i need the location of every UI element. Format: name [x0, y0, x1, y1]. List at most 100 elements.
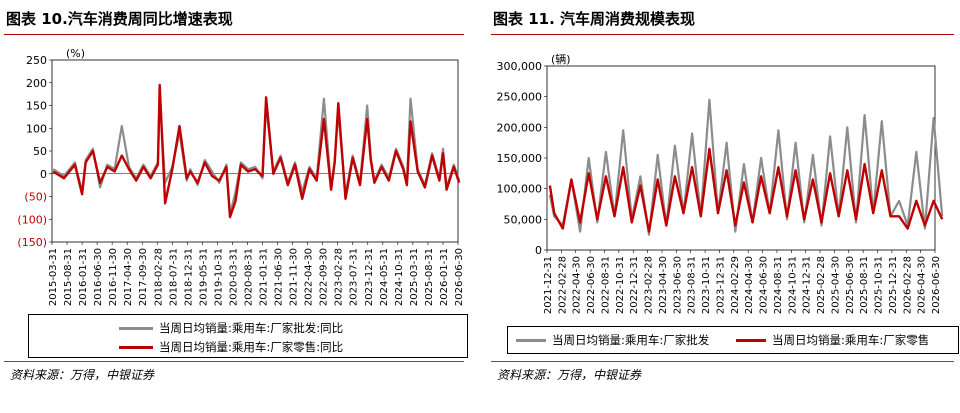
x-tick-label: 2023-12-31 — [715, 256, 726, 314]
x-tick-label: 2022-08-31 — [600, 256, 611, 314]
y-tick-label: 150,000 — [497, 152, 543, 165]
y-tick-label: (50) — [24, 191, 47, 204]
x-tick-label: 2023-12-31 — [364, 248, 375, 306]
series-line-retail — [548, 147, 944, 233]
x-tick-label: 2025-04-30 — [830, 256, 841, 314]
legend-swatch-gray — [119, 326, 153, 330]
y-tick-label: 50 — [33, 145, 47, 158]
x-tick-label: 2024-04-30 — [744, 256, 755, 314]
y-tick-label: 200 — [26, 77, 47, 90]
series-line-wholesale — [548, 98, 944, 236]
x-tick-label: 2024-02-29 — [730, 256, 741, 314]
y-unit-label: (辆) — [551, 52, 571, 66]
left-chart-panel: 图表 10.汽车消费周同比增速表现 250 200 150 100 50 0 (50) (10… — [0, 0, 470, 413]
x-tick-label: 2017-09-30 — [138, 248, 149, 306]
x-tick-label: 2021-01-31 — [259, 248, 270, 306]
x-tick-label: 2025-03-31 — [409, 248, 420, 306]
chart-title: 图表 11. 汽车周消费规模表现 — [493, 10, 696, 28]
x-tick-label: 2021-11-30 — [289, 248, 300, 306]
x-tick-label: 2023-02-28 — [644, 256, 655, 314]
x-tick-label: 2022-10-31 — [615, 256, 626, 314]
x-tick-label: 2021-06-30 — [274, 248, 285, 306]
y-tick-label: 250 — [26, 54, 47, 67]
series-line-retail — [52, 83, 461, 219]
x-tick-label: 2022-06-30 — [586, 256, 597, 314]
x-tick-label: 2024-05-31 — [379, 248, 390, 306]
x-tick-label: 2026-06-30 — [454, 248, 465, 306]
legend-item-wholesale: 当周日均销量:乘用车:厂家批发:同比 — [119, 320, 343, 336]
x-tick-label: 2016-11-30 — [108, 248, 119, 306]
x-tick-label: 2021-12-31 — [543, 256, 554, 314]
x-tick-label: 2020-08-31 — [243, 248, 254, 306]
x-tick-label: 2026-01-31 — [439, 248, 450, 306]
chart-legend: 当周日均销量:乘用车:厂家批发 当周日均销量:乘用车:厂家零售 — [507, 326, 959, 354]
x-tick-label: 2015-08-31 — [63, 248, 74, 306]
x-tick-label: 2015-03-31 — [48, 248, 59, 306]
x-tick-label: 2022-02-28 — [557, 256, 568, 314]
y-tick-label: (150) — [17, 236, 47, 249]
y-tick-label: 250,000 — [497, 91, 543, 104]
legend-label: 当周日均销量:乘用车:厂家零售 — [772, 333, 930, 347]
x-tick-label: 2025-08-31 — [424, 248, 435, 306]
yoy-growth-chart: 250 200 150 100 50 0 (50) (100) (150)2015-03-31 2… — [17, 47, 465, 306]
x-tick-label: 2019-10-31 — [213, 248, 224, 306]
chart-legend: 当周日均销量:乘用车:厂家批发:同比 当周日均销量:乘用车:厂家零售:同比 — [28, 314, 468, 358]
x-tick-label: 2020-03-31 — [228, 248, 239, 306]
chart-title: 图表 10.汽车消费周同比增速表现 — [6, 10, 233, 28]
weekly-volume-chart: 300,000 250,000 200,000 150,000 100,000 50,00… — [497, 52, 944, 314]
y-tick-label: 150 — [26, 100, 47, 113]
x-tick-label: 2025-12-31 — [888, 256, 899, 314]
y-unit-label: (%) — [66, 47, 85, 60]
x-tick-label: 2023-07-31 — [349, 248, 360, 306]
x-tick-label: 2023-10-31 — [701, 256, 712, 314]
x-tick-label: 2022-12-31 — [629, 256, 640, 314]
x-tick-label: 2023-02-28 — [334, 248, 345, 306]
x-tick-label: 2026-04-30 — [917, 256, 928, 314]
y-tick-label: 0 — [40, 168, 47, 181]
title-divider — [4, 34, 464, 35]
x-tick-label: 2023-08-31 — [687, 256, 698, 314]
x-tick-label: 2022-04-30 — [572, 256, 583, 314]
y-tick-label: 200,000 — [497, 121, 543, 134]
title-divider — [491, 34, 954, 35]
legend-label: 当周日均销量:乘用车:厂家零售:同比 — [159, 340, 344, 354]
x-tick-label: 2023-06-30 — [672, 256, 683, 314]
legend-item-retail: 当周日均销量:乘用车:厂家零售:同比 — [119, 339, 343, 355]
right-chart-panel: 图表 11. 汽车周消费规模表现 300,000 250,000 200,000 15… — [487, 0, 960, 413]
x-tick-label: 2025-06-30 — [845, 256, 856, 314]
x-tick-label: 2024-06-30 — [759, 256, 770, 314]
x-tick-label: 2016-06-30 — [93, 248, 104, 306]
source-note: 资料来源：万得，中银证券 — [497, 368, 642, 382]
legend-label: 当周日均销量:乘用车:厂家批发:同比 — [159, 321, 344, 335]
legend-swatch-red — [119, 345, 153, 349]
x-tick-label: 2026-06-30 — [931, 256, 942, 314]
x-tick-label: 2019-05-31 — [198, 248, 209, 306]
x-tick-label: 2018-02-28 — [153, 248, 164, 306]
x-tick-label: 2018-12-31 — [183, 248, 194, 306]
x-tick-label: 2022-09-30 — [319, 248, 330, 306]
x-tick-label: 2023-04-30 — [658, 256, 669, 314]
x-tick-label: 2025-08-31 — [859, 256, 870, 314]
legend-swatch-red — [736, 338, 766, 342]
x-tick-label: 2016-01-31 — [78, 248, 89, 306]
x-tick-label: 2026-02-28 — [902, 256, 913, 314]
x-tick-label: 2024-10-31 — [394, 248, 405, 306]
y-tick-label: 50,000 — [504, 213, 543, 226]
x-tick-label: 2025-10-31 — [874, 256, 885, 314]
source-divider — [4, 361, 464, 362]
x-tick-label: 2022-04-30 — [304, 248, 315, 306]
x-tick-label: 2024-12-31 — [802, 256, 813, 314]
y-tick-label: 300,000 — [497, 60, 543, 73]
y-tick-label: (100) — [17, 213, 47, 226]
y-tick-label: 0 — [535, 244, 542, 257]
y-tick-label: 100,000 — [497, 183, 543, 196]
x-tick-label: 2017-04-30 — [123, 248, 134, 306]
x-tick-label: 2024-08-31 — [773, 256, 784, 314]
legend-swatch-gray — [516, 338, 546, 342]
y-tick-label: 100 — [26, 122, 47, 135]
x-tick-label: 2025-02-28 — [816, 256, 827, 314]
x-tick-label: 2024-10-31 — [787, 256, 798, 314]
source-note: 资料来源：万得，中银证券 — [10, 368, 155, 382]
legend-item-wholesale: 当周日均销量:乘用车:厂家批发 — [516, 332, 709, 348]
source-divider — [491, 361, 954, 362]
